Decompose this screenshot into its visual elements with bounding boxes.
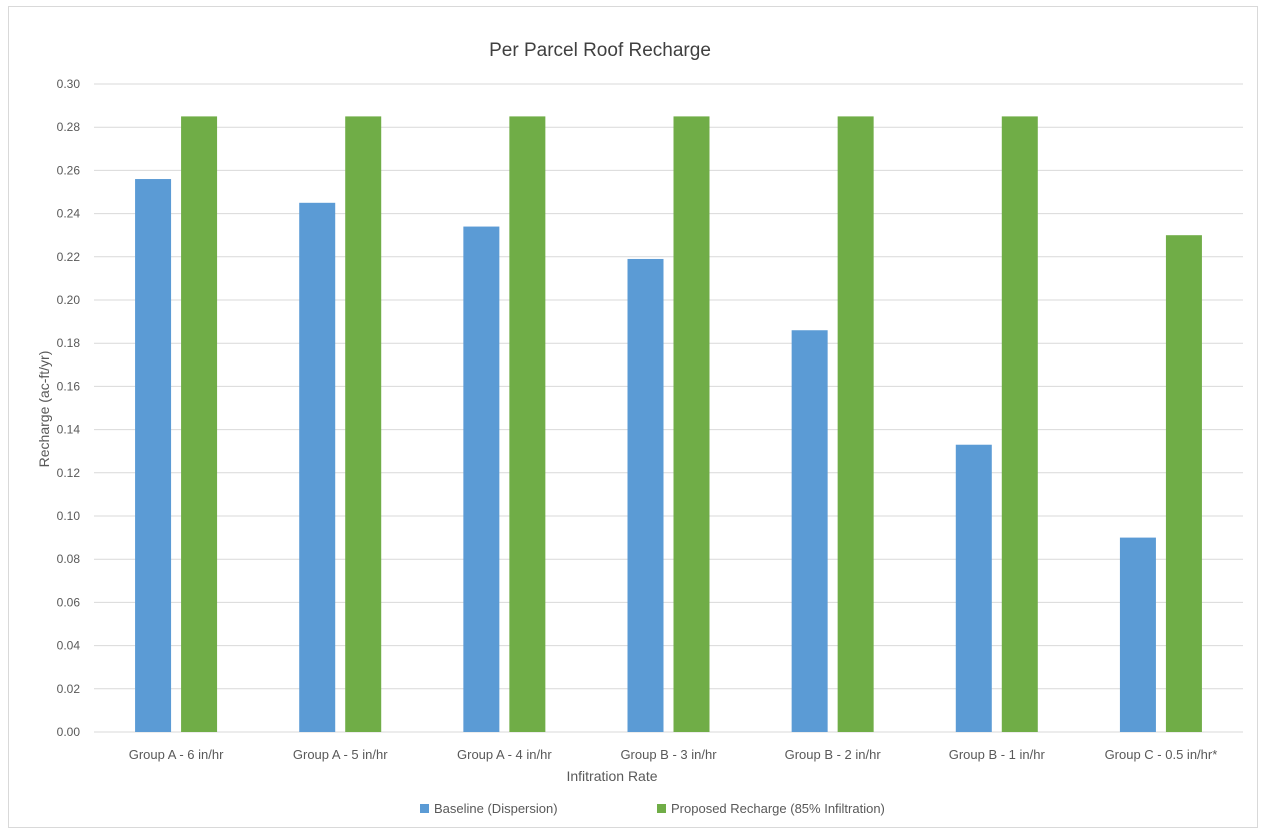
x-axis-label: Infitration Rate <box>566 768 657 784</box>
legend-swatch <box>657 804 666 813</box>
y-tick-label: 0.26 <box>57 163 81 177</box>
x-axis-ticks: Group A - 6 in/hr Group A - 5 in/hr Group … <box>129 747 1218 762</box>
baseline-bar <box>955 444 992 732</box>
baseline-bar <box>299 202 336 733</box>
y-axis-label: Recharge (ac-ft/yr) <box>36 351 52 468</box>
proposed-bar <box>181 116 218 732</box>
y-tick-label: 0.08 <box>57 552 81 566</box>
legend: Baseline (Dispersion) Proposed Recharge (… <box>420 801 885 816</box>
proposed-bar <box>1165 235 1202 732</box>
x-tick-label: Group B - 1 in/hr <box>949 747 1046 762</box>
legend-label: Baseline (Dispersion) <box>434 801 558 816</box>
y-tick-label: 0.06 <box>57 595 81 609</box>
y-tick-label: 0.24 <box>57 207 81 221</box>
y-tick-label: 0.14 <box>57 423 81 437</box>
y-tick-label: 0.00 <box>57 725 81 739</box>
proposed-bar <box>673 116 710 732</box>
y-tick-label: 0.20 <box>57 293 81 307</box>
baseline-bar <box>1119 537 1156 732</box>
baseline-bar <box>791 330 828 732</box>
bars <box>135 116 1202 733</box>
baseline-bar <box>627 258 664 732</box>
proposed-bar <box>345 116 382 732</box>
y-tick-label: 0.18 <box>57 336 81 350</box>
legend-label: Proposed Recharge (85% Infiltration) <box>671 801 885 816</box>
x-tick-label: Group A - 4 in/hr <box>457 747 552 762</box>
gridlines <box>94 83 1243 733</box>
y-tick-label: 0.10 <box>57 509 81 523</box>
x-tick-label: Group A - 6 in/hr <box>129 747 224 762</box>
y-axis-ticks: 0.00 0.02 0.04 0.06 0.08 0.10 0.12 0.14 0.16 0.18… <box>57 77 81 739</box>
proposed-bar <box>509 116 546 732</box>
y-tick-label: 0.16 <box>57 379 81 393</box>
y-tick-label: 0.22 <box>57 250 81 264</box>
y-tick-label: 0.04 <box>57 639 81 653</box>
y-tick-label: 0.28 <box>57 120 81 134</box>
legend-swatch <box>420 804 429 813</box>
y-tick-label: 0.12 <box>57 466 81 480</box>
x-tick-label: Group C - 0.5 in/hr* <box>1105 747 1218 762</box>
x-tick-label: Group A - 5 in/hr <box>293 747 388 762</box>
x-tick-label: Group B - 3 in/hr <box>620 747 717 762</box>
x-tick-label: Group B - 2 in/hr <box>785 747 882 762</box>
y-tick-label: 0.02 <box>57 682 81 696</box>
baseline-bar <box>135 179 172 733</box>
baseline-bar <box>463 226 500 732</box>
chart-title: Per Parcel Roof Recharge <box>489 40 711 61</box>
y-tick-label: 0.30 <box>57 77 81 91</box>
proposed-bar <box>837 116 874 732</box>
proposed-bar <box>1001 116 1038 732</box>
